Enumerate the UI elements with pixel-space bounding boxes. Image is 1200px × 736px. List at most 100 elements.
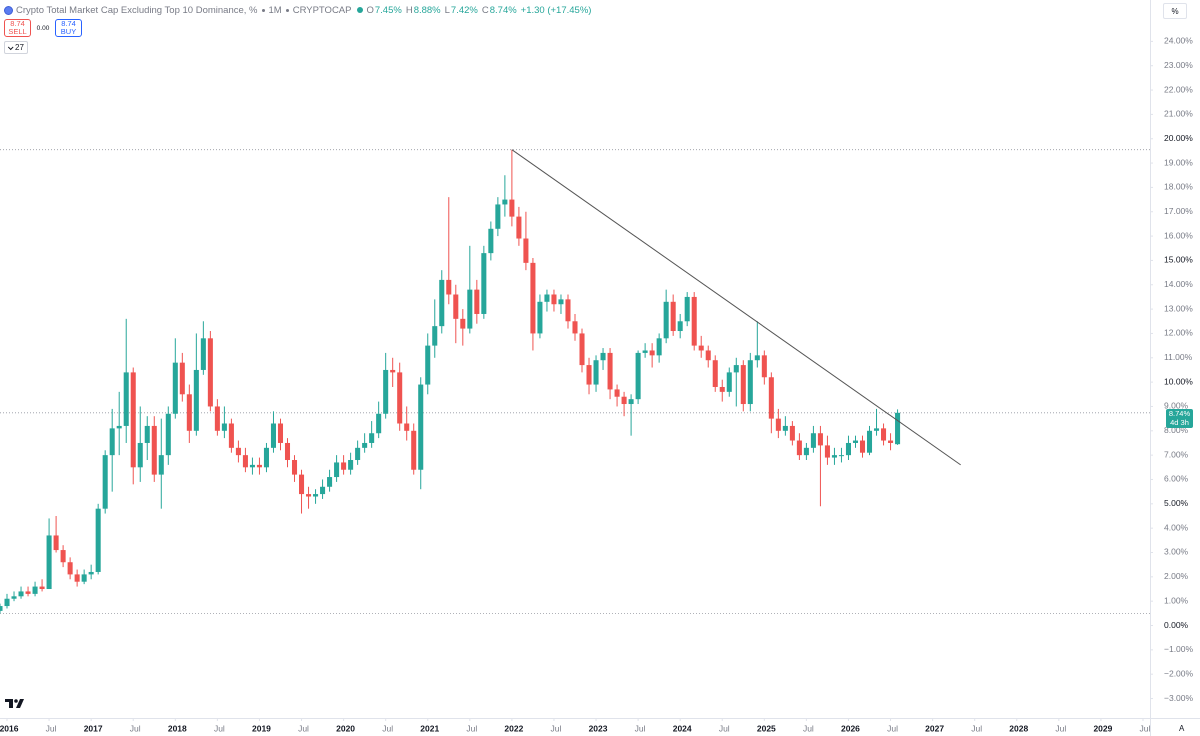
candle-body: [116, 425, 122, 429]
candle-body: [740, 365, 746, 405]
ohlc-value: 8.88%: [413, 4, 441, 16]
candle-body: [803, 447, 809, 456]
buy-button[interactable]: 8.74 BUY: [55, 19, 82, 37]
candle-body: [775, 418, 781, 431]
x-tick-label: Jul: [719, 723, 730, 733]
indicators-toggle[interactable]: 27: [4, 41, 28, 54]
x-tick-label: 2020: [336, 723, 355, 733]
change: +1.30 (+17.45%): [520, 4, 592, 16]
candle-body: [551, 294, 557, 305]
x-tick-label: 2021: [420, 723, 439, 733]
candle-body: [228, 423, 234, 448]
candle-body: [383, 369, 389, 414]
candle-body: [796, 440, 802, 456]
candle-body: [67, 562, 73, 575]
candle-body: [684, 296, 690, 322]
x-tick-label: Jul: [46, 723, 57, 733]
y-tick-label: 18.00%: [1164, 182, 1193, 192]
x-tick-label: Jul: [1055, 723, 1066, 733]
candle-body: [355, 447, 361, 461]
y-tick-label: 15.00%: [1164, 255, 1193, 265]
x-tick-label: 2025: [757, 723, 776, 733]
trade-buttons: 8.74 SELL 0.00 8.74 BUY: [4, 19, 82, 37]
y-tick-label: 17.00%: [1164, 206, 1193, 216]
candle-body: [299, 474, 305, 495]
candle-body: [845, 442, 851, 456]
candle-body: [179, 362, 185, 395]
candle-body: [663, 301, 669, 339]
candle-body: [376, 413, 382, 434]
candle-body: [621, 396, 627, 405]
candle-body: [888, 440, 894, 443]
candle-body: [726, 372, 732, 392]
candle-body: [327, 477, 333, 487]
candle-body: [32, 586, 38, 594]
y-tick-label: −3.00%: [1164, 693, 1194, 703]
candle-body: [390, 369, 396, 373]
y-tick-label: 10.00%: [1164, 376, 1193, 386]
candle-body: [761, 355, 767, 378]
x-tick-label: Jul: [1140, 723, 1151, 733]
candle-body: [600, 352, 606, 361]
candle-body: [866, 430, 873, 453]
candle-body: [39, 586, 45, 590]
indicator-count: 27: [15, 43, 24, 52]
last-price: 8.74%: [1168, 409, 1191, 419]
candle-body: [81, 574, 87, 582]
unit-button[interactable]: %: [1163, 3, 1187, 19]
y-tick-label: 22.00%: [1164, 84, 1193, 94]
buy-label: BUY: [60, 27, 77, 36]
separator: [285, 8, 289, 12]
y-tick-label: 21.00%: [1164, 109, 1193, 119]
candle-body: [439, 279, 445, 327]
interval: 1M: [268, 4, 282, 16]
x-tick-label: 2026: [841, 723, 860, 733]
sell-button[interactable]: 8.74 SELL: [4, 19, 31, 37]
countdown: 4d 3h: [1170, 418, 1189, 428]
y-tick-label: 11.00%: [1164, 352, 1193, 362]
candle-body: [481, 253, 487, 314]
candle-body: [558, 299, 564, 305]
x-tick-label: Jul: [887, 723, 898, 733]
x-tick-label: 2029: [1093, 723, 1112, 733]
x-tick-label: Jul: [130, 723, 141, 733]
x-tick-label: Jul: [971, 723, 982, 733]
candle-body: [263, 447, 269, 468]
candle-body: [544, 294, 550, 302]
y-tick-label: 8.00%: [1164, 425, 1189, 435]
candle-body: [895, 412, 901, 445]
ohlc-key: C: [481, 4, 489, 16]
candle-body: [249, 464, 255, 468]
candle-body: [453, 294, 459, 319]
auto-scale-button[interactable]: A: [1179, 724, 1185, 733]
candle-body: [284, 442, 291, 461]
x-tick-label: 2019: [252, 723, 271, 733]
y-tick-label: 1.00%: [1164, 595, 1189, 605]
sell-label: SELL: [8, 27, 27, 36]
candle-body: [719, 386, 725, 392]
candle-body: [698, 345, 704, 351]
candle-body: [256, 464, 262, 468]
candle-body: [495, 204, 501, 229]
candle-body: [369, 433, 375, 443]
chevron: [7, 43, 14, 50]
ohlc-key: O: [366, 4, 374, 16]
candle-body: [313, 494, 319, 497]
candle-body: [11, 596, 17, 599]
candle-body: [782, 425, 788, 431]
candle-body: [214, 406, 220, 431]
x-tick-label: Jul: [382, 723, 393, 733]
tradingview-logo: [5, 699, 24, 708]
candle-body: [95, 508, 101, 572]
x-tick-label: Jul: [803, 723, 814, 733]
candle-body: [425, 345, 431, 385]
candle-body: [460, 318, 466, 329]
candle-body: [614, 389, 620, 397]
candle-body: [411, 430, 417, 470]
candle-body: [824, 445, 830, 458]
candle-body: [88, 571, 94, 575]
ohlc-values: O 7.45% H 8.88% L 7.42% C 8.74%: [366, 5, 520, 16]
x-tick-label: 2016: [0, 723, 19, 733]
candle-body: [628, 399, 634, 405]
